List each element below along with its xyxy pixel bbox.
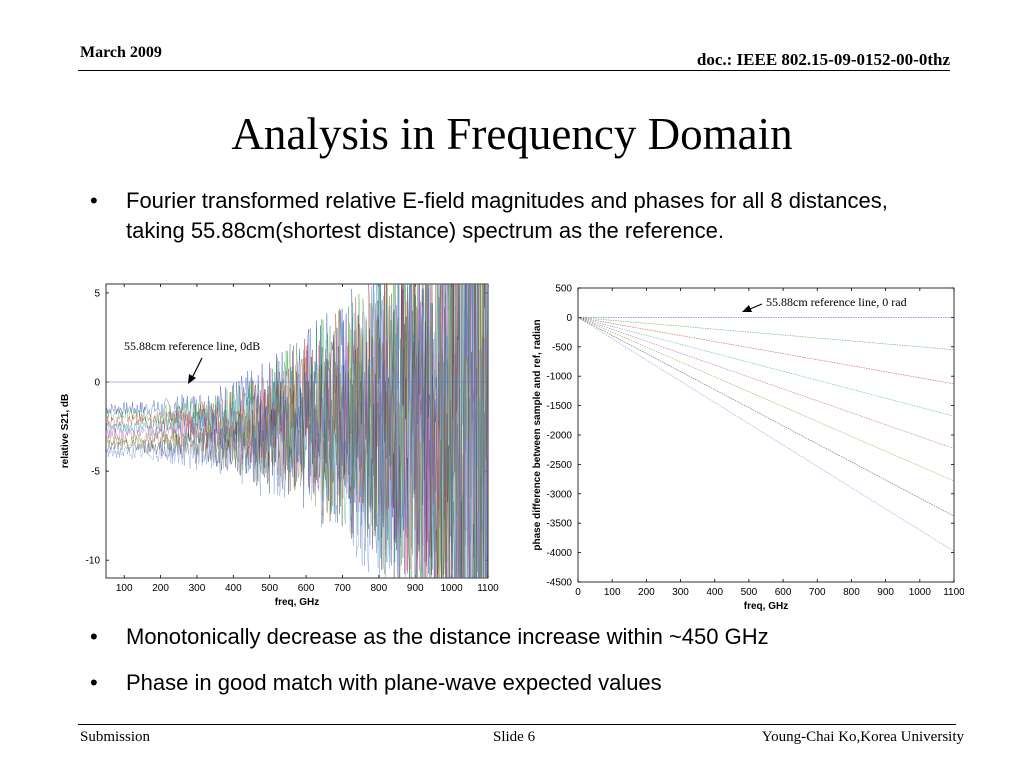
x-tick-label: 600	[775, 587, 792, 598]
bullet-item: Fourier transformed relative E-field mag…	[90, 186, 920, 246]
x-tick-label: 900	[877, 587, 894, 598]
y-tick-label: -3000	[546, 489, 572, 500]
header-doc-id: doc.: IEEE 802.15-09-0152-00-0thz	[696, 50, 950, 69]
y-tick-label: -2000	[546, 431, 572, 442]
x-axis-label: freq, GHz	[275, 597, 319, 608]
magnitude-chart: 100 200 300 400 500 600 700 800 900 1000 1100 5 0 -5 -…	[60, 283, 499, 608]
y-tick-label: -1500	[546, 401, 572, 412]
x-tick-label: 1100	[943, 587, 964, 598]
footer-rule	[78, 724, 956, 725]
y-tick-label: -3500	[546, 519, 572, 530]
y-tick-label: -2500	[546, 460, 572, 471]
x-tick-label: 0	[575, 587, 581, 598]
data-series	[577, 317, 955, 517]
annotation-arrowhead	[742, 305, 752, 312]
y-tick-label: -1000	[546, 372, 572, 383]
data-series	[577, 317, 955, 417]
slide-title: Analysis in Frequency Domain	[231, 109, 793, 159]
x-tick-label: 100	[116, 583, 133, 594]
x-tick-label: 100	[604, 587, 621, 598]
y-tick-label: -4500	[546, 578, 572, 589]
data-series	[577, 317, 955, 449]
data-series	[577, 317, 955, 385]
y-tick-label: 500	[555, 284, 572, 295]
x-tick-label: 200	[152, 583, 169, 594]
reference-annotation: 55.88cm reference line, 0dB	[124, 339, 260, 353]
series-group	[577, 317, 955, 552]
plot-frame	[577, 287, 955, 583]
x-tick-label: 1000	[909, 587, 932, 598]
x-tick-label: 200	[638, 587, 655, 598]
data-series	[106, 284, 488, 578]
y-axis-label: phase difference between sample and ref,…	[532, 319, 543, 550]
y-tick-label: -5	[91, 467, 100, 478]
annotation-arrow	[749, 303, 763, 310]
header-date: March 2009	[80, 44, 162, 61]
x-tick-label: 800	[843, 587, 860, 598]
bullet-item: Monotonically decrease as the distance i…	[90, 622, 920, 652]
data-series	[577, 317, 955, 552]
x-tick-label: 600	[298, 583, 315, 594]
data-series	[577, 317, 955, 482]
y-tick-label: -500	[552, 342, 572, 353]
footer-author: Young-Chai Ko,Korea University	[761, 729, 964, 745]
footer-slide-number: Slide 6	[493, 729, 536, 745]
footer-submission: Submission	[80, 729, 151, 745]
x-tick-label: 300	[189, 583, 206, 594]
x-tick-label: 500	[261, 583, 278, 594]
x-axis-label: freq, GHz	[744, 601, 788, 612]
x-tick-label: 1100	[477, 583, 499, 594]
bullet-list-bottom: Monotonically decrease as the distance i…	[90, 622, 920, 714]
y-tick-label: 5	[94, 288, 100, 299]
x-tick-label: 300	[672, 587, 689, 598]
data-series	[106, 284, 488, 578]
x-tick-label: 500	[741, 587, 758, 598]
y-tick-label: -4000	[546, 548, 572, 559]
y-tick-label: -10	[86, 556, 101, 567]
x-tick-label: 800	[371, 583, 388, 594]
data-series	[577, 317, 955, 350]
x-tick-label: 400	[706, 587, 723, 598]
annotation-arrowhead	[188, 374, 196, 384]
annotation-arrow	[191, 357, 203, 379]
x-tick-label: 900	[407, 583, 424, 594]
x-tick-label: 400	[225, 583, 242, 594]
y-axis-label: relative S21, dB	[60, 394, 71, 468]
series-group	[106, 284, 488, 578]
header-rule	[78, 70, 950, 71]
bullet-list-top: Fourier transformed relative E-field mag…	[90, 186, 920, 246]
x-tick-label: 1000	[440, 583, 463, 594]
reference-annotation: 55.88cm reference line, 0 rad	[766, 295, 907, 309]
x-tick-label: 700	[809, 587, 826, 598]
bullet-item: Phase in good match with plane-wave expe…	[90, 668, 920, 698]
y-tick-label: 0	[566, 313, 572, 324]
phase-chart: 0 100 200 300 400 500 600 700 800 900 1000 1100 500 0…	[532, 284, 964, 613]
y-tick-label: 0	[94, 378, 100, 389]
x-tick-label: 700	[334, 583, 351, 594]
